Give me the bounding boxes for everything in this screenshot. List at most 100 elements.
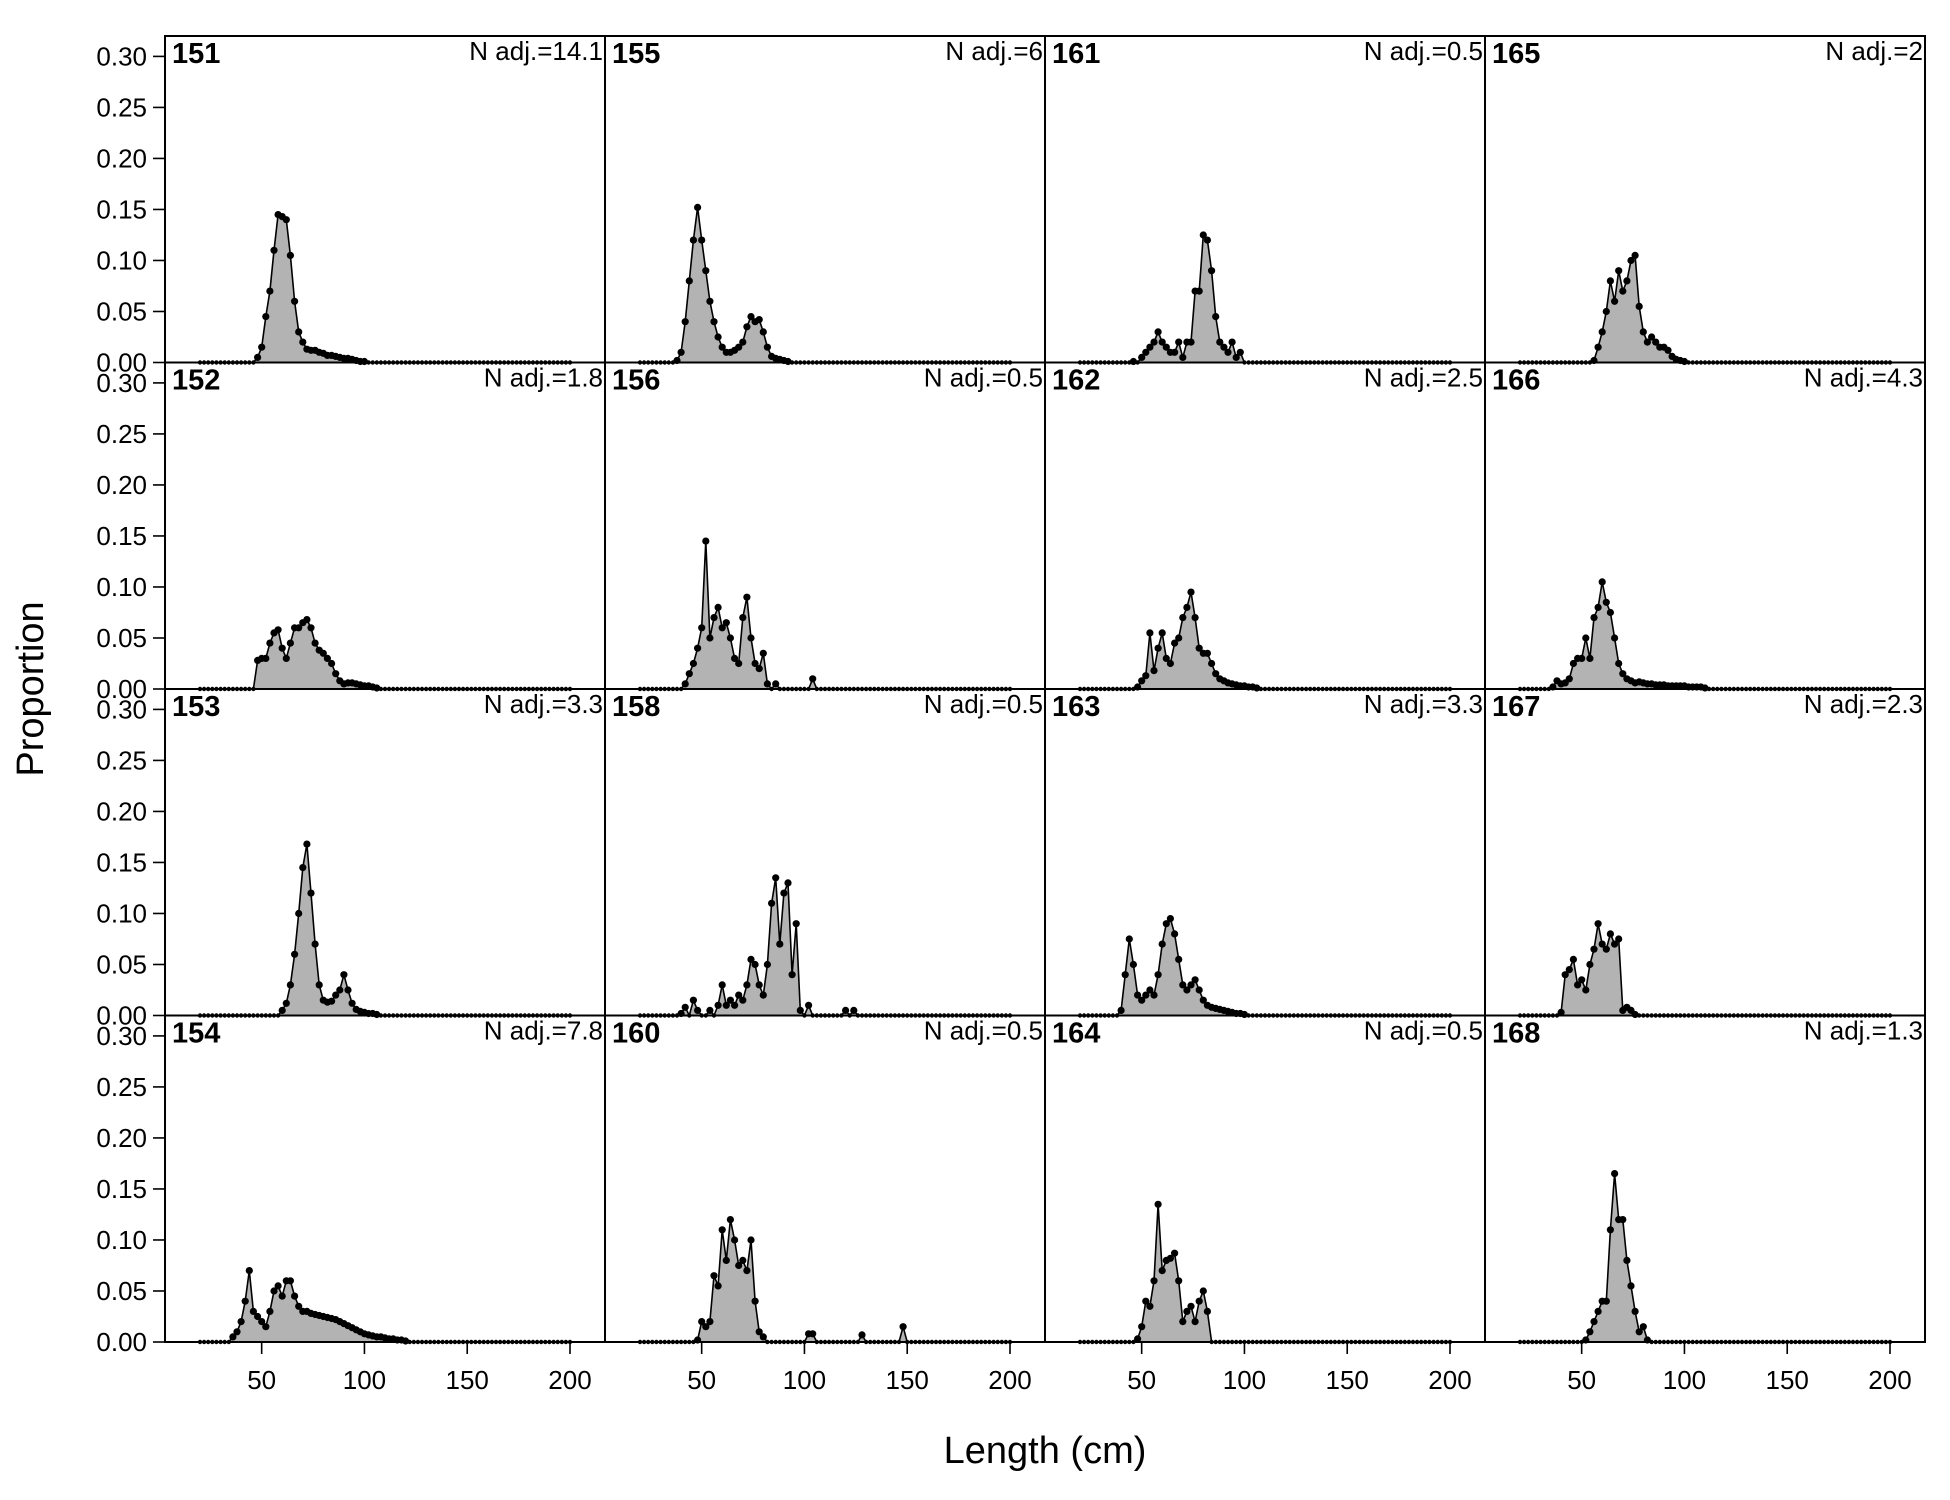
data-point [237, 1318, 245, 1326]
y-tick-label: 0.15 [96, 847, 147, 877]
data-point [1611, 940, 1619, 948]
data-point [1664, 346, 1672, 354]
data-point [1590, 945, 1598, 953]
area-fill [1520, 1173, 1890, 1342]
data-point [1183, 603, 1191, 612]
series-line [200, 618, 570, 690]
panel-border [604, 688, 1046, 1017]
data-point [245, 1267, 253, 1275]
data-point [1146, 629, 1154, 637]
panel-154: 154 N adj.=7.8 [164, 1014, 606, 1345]
panel-border [604, 1014, 1046, 1343]
data-point [772, 680, 780, 688]
panel-156: 156 N adj.=0.5 [604, 361, 1046, 692]
n-adj-label: N adj.=0.5 [924, 1016, 1043, 1046]
y-tick-label: 0.15 [96, 521, 147, 551]
data-point [1179, 353, 1187, 361]
data-point [1146, 986, 1154, 994]
area-fill [200, 214, 570, 363]
panel-id: 158 [612, 691, 660, 723]
data-point [706, 634, 714, 642]
n-adj-label: N adj.=14.1 [469, 36, 603, 66]
data-point [1179, 981, 1187, 989]
data-point [747, 955, 755, 964]
data-point [1179, 1318, 1187, 1326]
data-point [759, 649, 767, 657]
data-point [299, 338, 307, 346]
area-fill [640, 877, 1010, 1016]
x-tick-label: 200 [988, 1365, 1031, 1395]
data-point [1199, 231, 1207, 239]
data-point [755, 665, 763, 673]
data-point [286, 981, 294, 989]
y-tick-label: 0.00 [96, 1327, 147, 1357]
panel-id: 161 [1052, 38, 1100, 70]
x-tick-label: 150 [1326, 1365, 1369, 1395]
data-point [286, 639, 294, 647]
panel-id: 151 [172, 38, 220, 70]
data-point [1187, 1302, 1195, 1310]
data-point [805, 1001, 813, 1009]
data-point [299, 864, 307, 872]
x-tick-label: 200 [1428, 1365, 1471, 1395]
n-adj-label: N adj.=3.3 [484, 689, 603, 719]
data-point [1138, 353, 1146, 361]
data-point [698, 236, 706, 244]
data-point [262, 313, 270, 321]
data-point [702, 537, 710, 545]
data-point [1158, 1267, 1166, 1275]
data-point [1191, 614, 1199, 622]
data-point [270, 246, 278, 254]
data-point [722, 1256, 730, 1264]
data-point [1142, 1297, 1150, 1305]
area-fill [1080, 1204, 1450, 1342]
data-point [1598, 328, 1606, 336]
series-line [640, 877, 1010, 1018]
data-point [751, 659, 759, 668]
data-point [262, 654, 270, 663]
data-point [1125, 935, 1133, 943]
data-point [1162, 343, 1170, 351]
data-point [1134, 991, 1142, 999]
data-point [282, 999, 290, 1007]
area-fill [1520, 255, 1890, 363]
data-point [739, 1256, 747, 1264]
panel-id: 160 [612, 1018, 660, 1050]
x-axis-title: Length (cm) [944, 1430, 1147, 1472]
y-tick-label: 0.00 [96, 348, 147, 378]
data-point [1619, 670, 1627, 678]
data-point [735, 343, 743, 351]
y-tick-label: 0.10 [96, 1225, 147, 1255]
panel-border [1484, 1014, 1926, 1343]
panel-border [1484, 688, 1926, 1017]
area-fill [640, 541, 1010, 689]
data-point [755, 316, 763, 324]
data-point [1582, 986, 1590, 994]
data-point [694, 203, 702, 211]
n-adj-label: N adj.=3.3 [1364, 689, 1483, 719]
data-point [747, 1236, 755, 1244]
data-point [307, 624, 315, 632]
data-point [233, 1328, 241, 1336]
data-point [1574, 981, 1582, 989]
data-point [702, 267, 710, 275]
panel-164: 164 N adj.=0.5 [1044, 1014, 1486, 1345]
y-tick-label: 0.20 [96, 1123, 147, 1153]
data-point [714, 333, 722, 341]
data-point [1228, 338, 1236, 346]
n-adj-label: N adj.=2.3 [1804, 689, 1923, 719]
n-adj-label: N adj.=6 [945, 36, 1043, 66]
data-point [1606, 930, 1614, 938]
data-point [681, 318, 689, 326]
y-tick-label: 0.20 [96, 143, 147, 173]
area-fill [1520, 581, 1890, 689]
data-point [1162, 920, 1170, 928]
data-point [1171, 930, 1179, 938]
data-point [722, 619, 730, 627]
data-point [1652, 338, 1660, 346]
x-tick-label: 50 [247, 1365, 276, 1395]
data-point [1166, 659, 1174, 668]
data-point [1183, 986, 1191, 994]
data-point [1154, 971, 1162, 979]
data-point [1154, 328, 1162, 336]
